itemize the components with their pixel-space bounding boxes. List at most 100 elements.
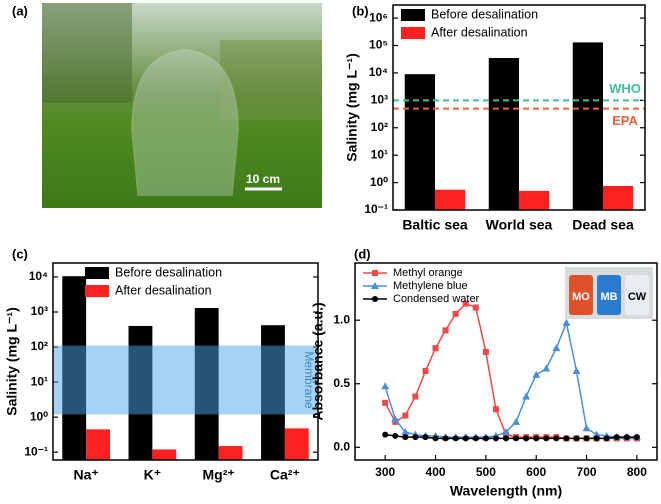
marker xyxy=(492,406,499,413)
vial xyxy=(597,275,621,315)
marker xyxy=(432,435,439,442)
marker xyxy=(372,296,378,302)
chart: 10⁻¹ 10⁰ 10¹ 10² 10³ 10⁴ 10⁵ 10⁶ Salinity (mg L⁻… xyxy=(344,4,646,233)
legend-swatch xyxy=(85,285,109,297)
chart: 10⁻¹ 10⁰ 10¹ 10² 10³ 10⁴ Salinity (mg L⁻¹) Na⁺ K… xyxy=(4,262,319,483)
series-line xyxy=(384,320,637,438)
marker xyxy=(482,435,489,442)
y-tick-label: 1.0 xyxy=(333,312,350,326)
panel-label: (a) xyxy=(12,3,28,18)
reference-label: EPA xyxy=(612,113,638,128)
x-tick-label: 300 xyxy=(375,465,395,479)
x-tick-label: K⁺ xyxy=(144,467,162,483)
x-tick-label: 800 xyxy=(627,465,647,479)
marker xyxy=(603,435,610,442)
x-tick-label: Na⁺ xyxy=(73,467,98,483)
legend-swatch xyxy=(401,27,425,39)
marker xyxy=(532,370,541,378)
x-axis-title: Wavelength (nm) xyxy=(450,483,562,499)
marker xyxy=(572,367,581,375)
y-tick-label: 10⁶ xyxy=(369,10,388,24)
legend-label: Methyl orange xyxy=(393,267,463,279)
bar xyxy=(572,42,603,210)
y-tick-label: 10⁴ xyxy=(29,269,48,283)
marker xyxy=(472,435,479,442)
y-tick-label: 10² xyxy=(31,339,48,353)
marker xyxy=(482,348,489,355)
panel-label: (d) xyxy=(354,246,371,261)
inset-label: MB xyxy=(600,291,617,303)
marker xyxy=(472,304,479,311)
x-tick-label: 500 xyxy=(476,465,496,479)
reference-label: WHO xyxy=(609,81,641,96)
marker xyxy=(382,399,389,406)
marker xyxy=(592,430,601,438)
membrane-band xyxy=(53,345,318,415)
marker xyxy=(583,435,590,442)
marker xyxy=(542,364,551,372)
y-tick-label: 10³ xyxy=(371,93,388,107)
panel-label: (b) xyxy=(352,3,369,18)
bar xyxy=(603,186,634,210)
y-tick-label: 10⁻¹ xyxy=(364,202,388,216)
marker xyxy=(563,435,570,442)
y-tick-label: 10⁵ xyxy=(369,38,388,52)
marker xyxy=(401,428,410,436)
bar xyxy=(86,429,110,460)
marker xyxy=(502,428,510,436)
marker xyxy=(633,434,640,441)
marker xyxy=(382,431,389,438)
marker xyxy=(381,382,390,390)
tree xyxy=(42,3,132,103)
legend-label: Before desalination xyxy=(431,7,538,21)
marker xyxy=(412,393,419,400)
marker xyxy=(562,318,571,326)
y-tick-label: 10⁴ xyxy=(369,65,388,79)
marker xyxy=(392,432,399,439)
glass-dome xyxy=(131,49,239,196)
photo-panel: 10 cm (a) xyxy=(12,3,322,208)
bar xyxy=(488,57,519,210)
legend-swatch xyxy=(401,9,425,21)
x-tick-label: Ca²⁺ xyxy=(270,467,300,483)
marker xyxy=(452,435,459,442)
y-tick-label: 10⁰ xyxy=(30,409,48,423)
vial xyxy=(625,275,649,315)
x-tick-label: Dead sea xyxy=(572,217,634,233)
x-tick-label: 600 xyxy=(526,465,546,479)
marker xyxy=(442,435,449,442)
x-tick-label: World sea xyxy=(486,217,553,233)
x-tick-label: Baltic sea xyxy=(402,217,468,233)
marker xyxy=(613,434,620,441)
y-tick-label: 10¹ xyxy=(31,374,48,388)
marker xyxy=(623,434,630,441)
y-tick-label: 0.0 xyxy=(333,439,350,453)
bar xyxy=(435,189,466,210)
marker xyxy=(442,327,449,334)
scale-bar-label: 10 cm xyxy=(246,172,280,186)
marker xyxy=(412,434,419,441)
y-tick-label: 10³ xyxy=(31,304,48,318)
marker xyxy=(462,435,469,442)
marker xyxy=(512,417,521,425)
inset-label: CW xyxy=(628,291,647,303)
y-tick-label: 0.5 xyxy=(333,376,350,390)
marker xyxy=(543,435,550,442)
bar xyxy=(284,428,309,460)
axes-frame xyxy=(392,4,646,211)
x-tick-label: Mg²⁺ xyxy=(202,467,234,483)
marker xyxy=(533,435,540,442)
bar xyxy=(519,190,550,210)
legend-label: After desalination xyxy=(115,283,212,297)
chart: 0.0 0.5 1.0 Absorbance (a.u.) 300 400 500 600 70… xyxy=(310,262,658,499)
y-tick-label: 10² xyxy=(371,120,388,134)
marker xyxy=(552,344,561,352)
legend-label: Condensed water xyxy=(393,293,480,305)
marker xyxy=(422,434,429,441)
panel-label: (c) xyxy=(12,246,28,261)
marker xyxy=(513,435,520,442)
y-axis-title: Salinity (mg L⁻¹) xyxy=(344,53,360,162)
y-tick-label: 10⁻¹ xyxy=(24,444,48,458)
marker xyxy=(492,435,499,442)
